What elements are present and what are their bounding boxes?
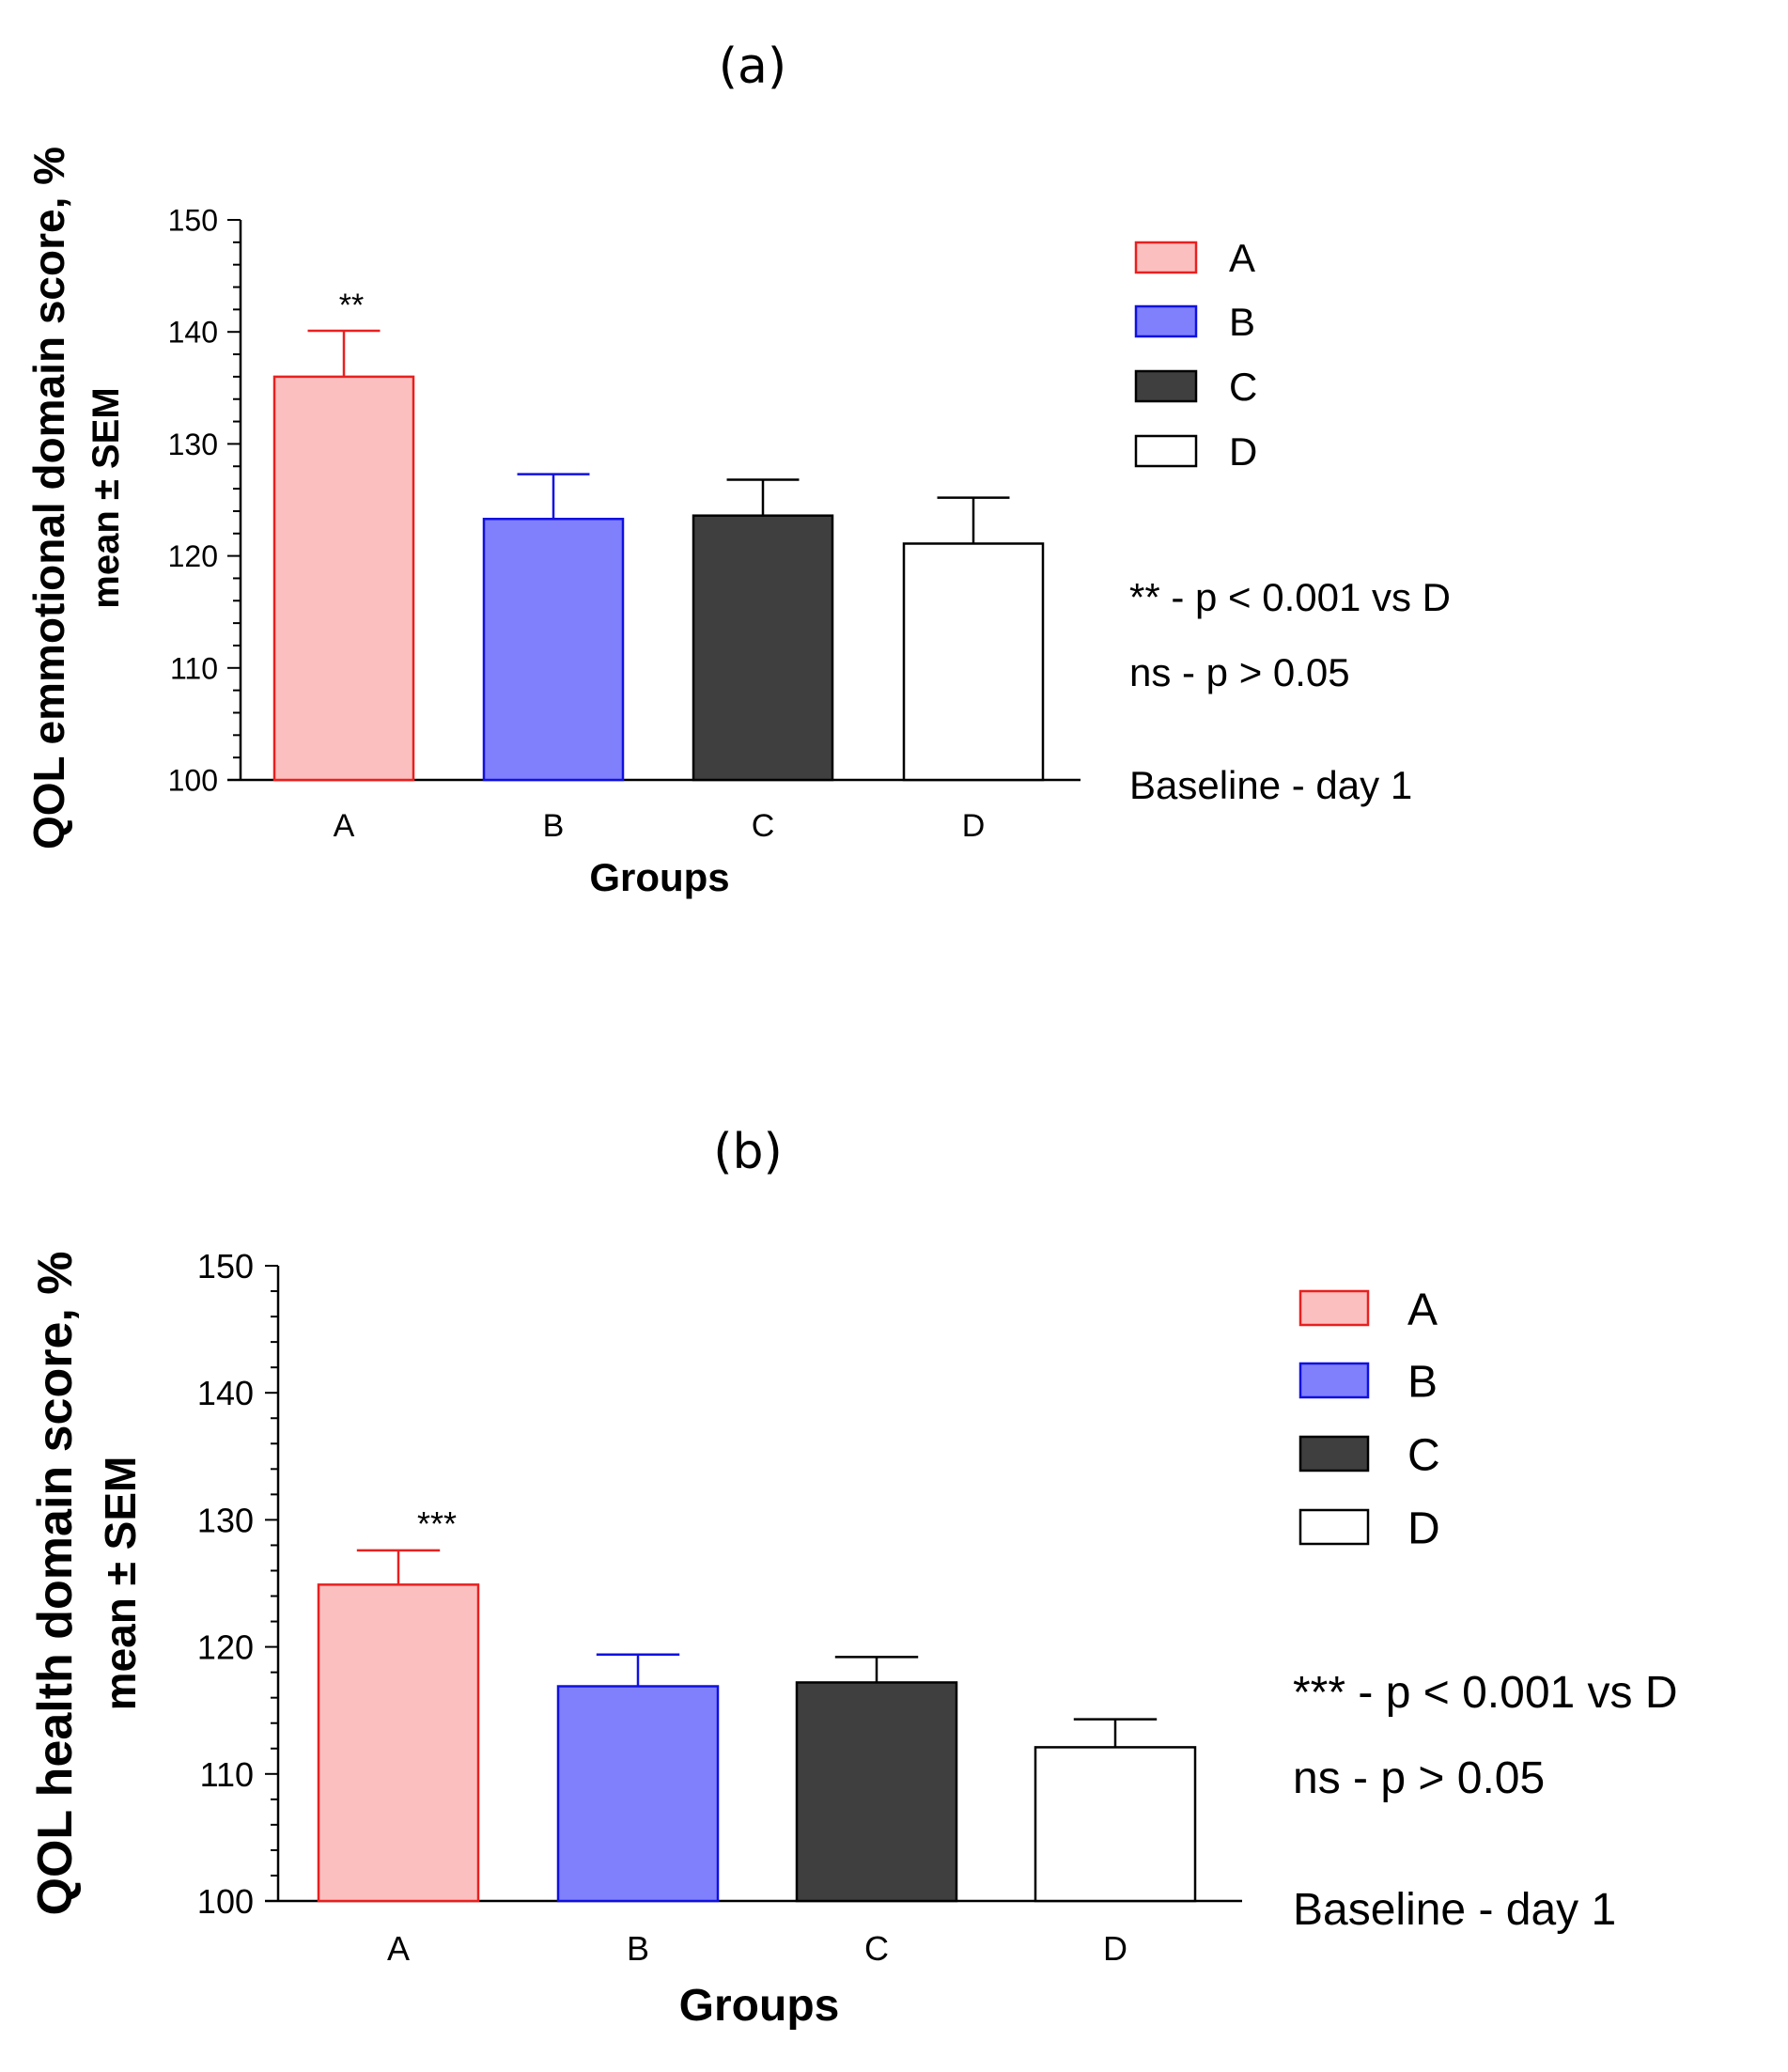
- annotation-text: Baseline - day 1: [1129, 763, 1412, 807]
- x-tick-label-C: C: [864, 1929, 889, 1968]
- bar-A: [272, 375, 415, 782]
- legend-label-C: C: [1229, 365, 1257, 409]
- legend-label-B: B: [1407, 1357, 1438, 1407]
- y-axis-subtitle: mean ± SEM: [96, 1457, 145, 1711]
- x-tick-label-A: A: [334, 808, 355, 844]
- y-tick-label: 150: [168, 204, 218, 238]
- panel-title: (b): [713, 1124, 783, 1180]
- bar-A: [317, 1583, 480, 1903]
- significance-label: **: [339, 288, 364, 323]
- legend-swatch-A: [1298, 1289, 1370, 1327]
- bar-B: [482, 518, 625, 782]
- y-tick-label: 140: [197, 1374, 254, 1412]
- annotation-text: Baseline - day 1: [1293, 1885, 1616, 1935]
- legend-label-A: A: [1229, 236, 1255, 280]
- annotation-text: ** - p < 0.001 vs D: [1129, 575, 1451, 619]
- y-tick-label: 130: [168, 428, 218, 461]
- legend-swatch-C: [1298, 1435, 1370, 1472]
- y-axis-title: QOL emmotional domain score, %: [24, 147, 73, 849]
- legend-label-B: B: [1229, 300, 1255, 344]
- y-tick-label: 110: [170, 651, 218, 685]
- panel-title: (a): [719, 39, 786, 95]
- x-tick-label-B: B: [627, 1929, 649, 1968]
- legend-swatch-D: [1298, 1508, 1370, 1546]
- annotation-text: *** - p < 0.001 vs D: [1293, 1668, 1678, 1718]
- y-tick-label: 110: [200, 1755, 254, 1794]
- bar-D: [1034, 1746, 1197, 1903]
- x-tick-label-D: D: [962, 808, 986, 844]
- annotation-text: ns - p > 0.05: [1129, 650, 1350, 694]
- legend-swatch-B: [1134, 304, 1198, 338]
- x-tick-label-B: B: [543, 808, 565, 844]
- y-axis-title: QOL health domain score, %: [28, 1252, 83, 1916]
- y-tick-label: 130: [197, 1501, 254, 1539]
- legend-label-A: A: [1407, 1285, 1438, 1334]
- legend-swatch-D: [1134, 434, 1198, 468]
- y-tick-label: 120: [168, 539, 218, 573]
- bar-C: [795, 1681, 958, 1903]
- x-axis-title: Groups: [679, 1981, 840, 2031]
- y-tick-label: 140: [168, 316, 218, 350]
- x-tick-label-D: D: [1103, 1929, 1127, 1968]
- legend-swatch-A: [1134, 241, 1198, 274]
- legend-label-C: C: [1407, 1430, 1440, 1480]
- x-axis-title: Groups: [589, 855, 729, 899]
- legend-label-D: D: [1407, 1503, 1440, 1553]
- legend-label-D: D: [1229, 429, 1257, 474]
- legend-swatch-C: [1134, 369, 1198, 403]
- y-tick-label: 120: [197, 1628, 254, 1667]
- x-tick-label-A: A: [387, 1929, 410, 1968]
- legend-swatch-B: [1298, 1362, 1370, 1399]
- x-tick-label-C: C: [752, 808, 775, 844]
- significance-label: ***: [417, 1504, 457, 1543]
- y-axis-subtitle: mean ± SEM: [86, 387, 127, 608]
- y-tick-label: 150: [197, 1247, 254, 1285]
- annotation-text: ns - p > 0.05: [1293, 1753, 1545, 1803]
- bar-B: [556, 1685, 720, 1903]
- bar-C: [692, 514, 834, 782]
- bar-D: [902, 542, 1045, 782]
- y-tick-label: 100: [168, 764, 218, 798]
- y-tick-label: 100: [197, 1882, 254, 1921]
